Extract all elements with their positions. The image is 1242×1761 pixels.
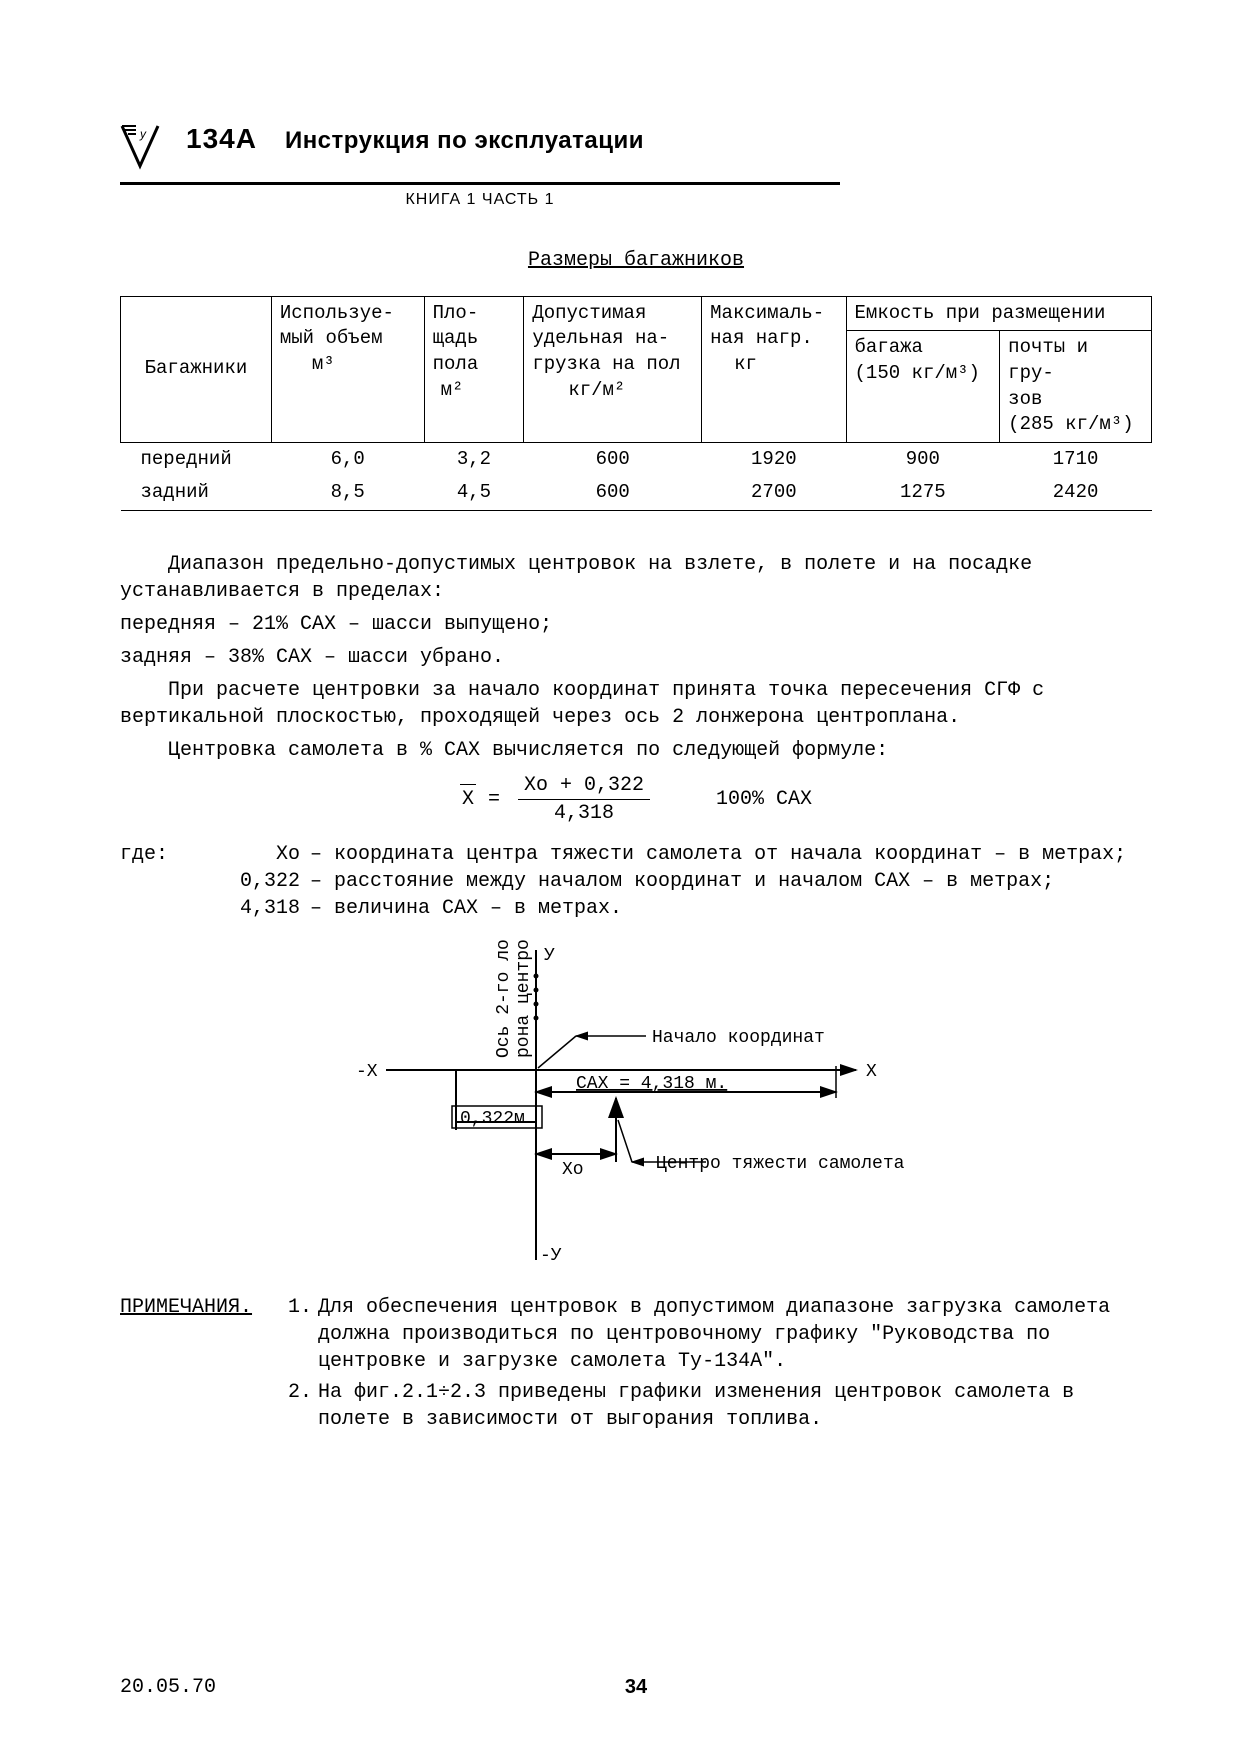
diagram-label: Ось 2-го лонже- xyxy=(494,940,514,1058)
footer-date: 20.05.70 xyxy=(120,1674,216,1701)
section-title: Размеры багажников xyxy=(120,247,1152,274)
page: у 134А Инструкция по эксплуатации КНИГА … xyxy=(0,0,1242,1761)
logo-icon: у xyxy=(120,120,176,176)
doc-header: у 134А Инструкция по эксплуатации КНИГА … xyxy=(120,120,1152,211)
page-number: 34 xyxy=(625,1674,647,1701)
doc-subtitle: КНИГА 1 ЧАСТЬ 1 xyxy=(120,189,840,211)
diagram-label: X xyxy=(866,1062,877,1082)
note-number: 2. xyxy=(280,1379,318,1433)
where-text: – расстояние между началом координат и н… xyxy=(310,868,1152,895)
para: задняя – 38% САХ – шасси убрано. xyxy=(120,644,1152,671)
diagram-label: рона центропл. xyxy=(514,940,534,1058)
footer: 20.05.70 34 xyxy=(120,1674,1152,1701)
diagram-label: У xyxy=(544,946,555,966)
diagram-label: Центро тяжести самолета xyxy=(656,1154,905,1174)
notes: ПРИМЕЧАНИЯ. 1. Для обеспечения центровок… xyxy=(120,1294,1152,1433)
notes-label: ПРИМЕЧАНИЯ. xyxy=(120,1296,252,1319)
coordinate-diagram: -X X У -У Ось 2-го лонже- рона центропл.… xyxy=(276,940,996,1270)
note-number: 1. xyxy=(280,1294,318,1375)
where-label: где: xyxy=(120,841,200,868)
doc-title: Инструкция по эксплуатации xyxy=(285,125,644,157)
diagram-label: -X xyxy=(356,1062,378,1082)
svg-text:у: у xyxy=(139,127,147,141)
luggage-table: Багажники Используе- мый объем м³ Пло- щ… xyxy=(120,296,1152,511)
diagram-label: Xо xyxy=(562,1160,584,1180)
body-text: Диапазон предельно-допустимых центровок … xyxy=(120,551,1152,764)
where-symbol: Xо xyxy=(200,841,310,868)
diagram-label: -У xyxy=(540,1246,562,1266)
where-text: – координата центра тяжести самолета от … xyxy=(310,841,1152,868)
formula-suffix: 100% САХ xyxy=(716,786,812,813)
note-text: На фиг.2.1÷2.3 приведены графики изменен… xyxy=(318,1379,1152,1433)
para: При расчете центровки за начало координа… xyxy=(120,677,1152,731)
th-cap-baggage: багажа (150 кг/м³) xyxy=(846,331,1000,443)
where-list: где: Xо – координата центра тяжести само… xyxy=(120,841,1152,922)
th-area: Пло- щадь пола м² xyxy=(424,296,524,442)
para: передняя – 21% САХ – шасси выпущено; xyxy=(120,611,1152,638)
para: Диапазон предельно-допустимых центровок … xyxy=(120,551,1152,605)
para: Центровка самолета в % САХ вычисляется п… xyxy=(120,737,1152,764)
th-name: Багажники xyxy=(121,296,272,442)
diagram-label: Начало координат xyxy=(652,1028,825,1048)
where-symbol: 4,318 xyxy=(200,895,310,922)
diagram-label: 0,322м xyxy=(460,1109,525,1129)
table-row: передний 6,0 3,2 600 1920 900 1710 xyxy=(121,442,1152,476)
th-load: Допустимая удельная на- грузка на пол кг… xyxy=(524,296,702,442)
table-row: задний 8,5 4,5 600 2700 1275 2420 xyxy=(121,476,1152,510)
where-symbol: 0,322 xyxy=(200,868,310,895)
th-capacity: Емкость при размещении xyxy=(846,296,1151,331)
th-max: Максималь- ная нагр. кг xyxy=(702,296,846,442)
formula-lhs: X xyxy=(460,786,476,813)
model-name: 134А xyxy=(186,120,257,158)
th-volume: Используе- мый объем м³ xyxy=(271,296,424,442)
formula-fraction: Xо + 0,322 4,318 xyxy=(518,772,650,827)
note-text: Для обеспечения центровок в допустимом д… xyxy=(318,1294,1152,1375)
where-text: – величина САХ – в метрах. xyxy=(310,895,1152,922)
diagram-label: САХ = 4,318 м. xyxy=(576,1074,727,1094)
th-cap-mail: почты и гру- зов (285 кг/м³) xyxy=(1000,331,1152,443)
formula: X = Xо + 0,322 4,318 100% САХ xyxy=(120,772,1152,827)
